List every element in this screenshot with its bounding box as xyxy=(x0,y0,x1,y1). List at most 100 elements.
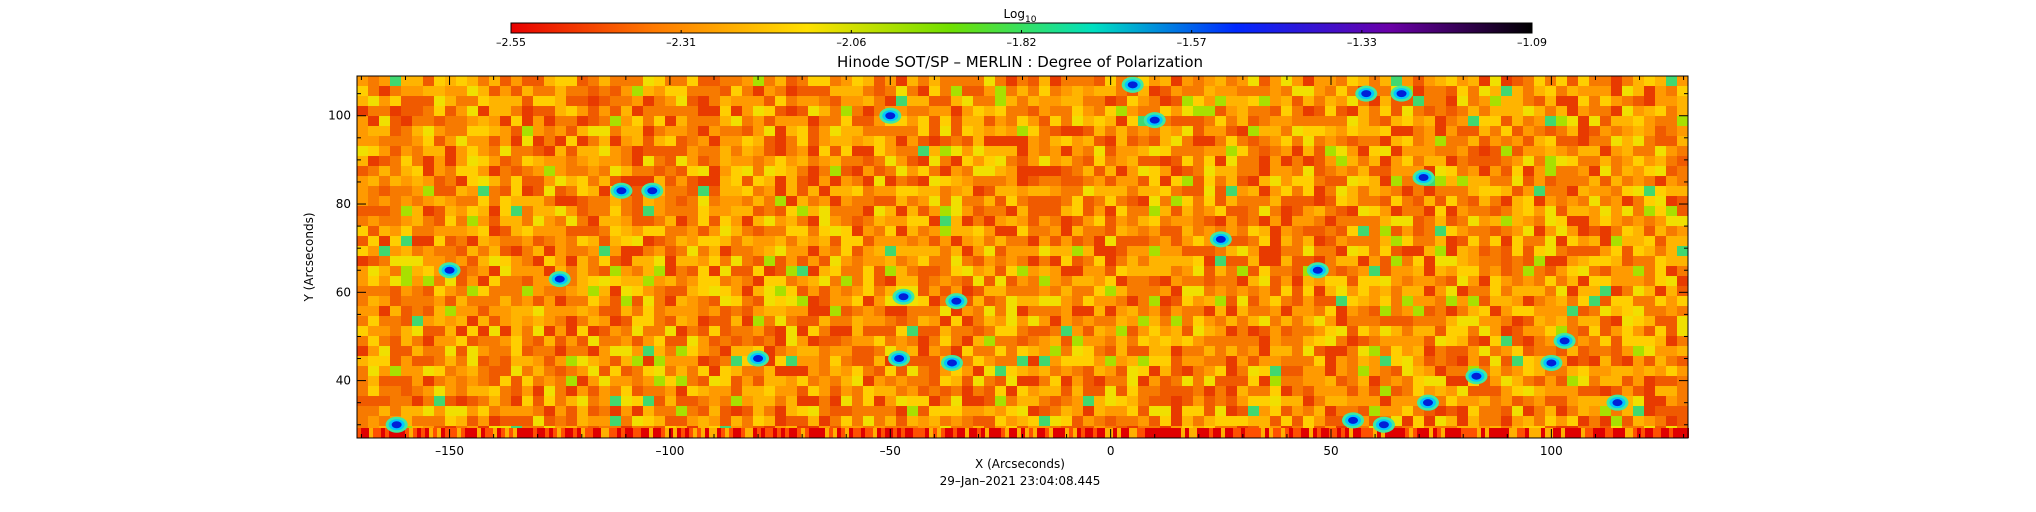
heatmap-cell xyxy=(1160,276,1171,286)
heatmap-cell xyxy=(1050,386,1061,396)
heatmap-cell xyxy=(467,406,478,416)
heatmap-cell xyxy=(1171,176,1182,186)
heatmap-cell xyxy=(1336,376,1347,386)
heatmap-cell xyxy=(786,376,797,386)
heatmap-cell xyxy=(1457,166,1468,176)
heatmap-cell xyxy=(1127,286,1138,296)
heatmap-cell xyxy=(852,376,863,386)
heatmap-cell xyxy=(907,176,918,186)
heatmap-cell xyxy=(1259,386,1270,396)
heatmap-cell xyxy=(621,326,632,336)
heatmap-cell xyxy=(819,366,830,376)
heatmap-cell xyxy=(852,156,863,166)
heatmap-cell xyxy=(665,136,676,146)
heatmap-cell xyxy=(676,386,687,396)
heatmap-cell xyxy=(896,146,907,156)
heatmap-cell xyxy=(610,126,621,136)
heatmap-cell xyxy=(1435,206,1446,216)
heatmap-cell xyxy=(1534,156,1545,166)
heatmap-cell xyxy=(1655,286,1666,296)
heatmap-cell xyxy=(1358,266,1369,276)
heatmap-cell xyxy=(1270,126,1281,136)
heatmap-cell xyxy=(1171,396,1182,406)
polarization-feature xyxy=(1355,85,1378,102)
heatmap-cell xyxy=(1501,346,1512,356)
heatmap-cell xyxy=(676,286,687,296)
heatmap-cell xyxy=(1182,276,1193,286)
heatmap-cell xyxy=(379,176,390,186)
heatmap-cell xyxy=(687,286,698,296)
heatmap-cell xyxy=(742,176,753,186)
heatmap-cell xyxy=(1028,96,1039,106)
heatmap-cell xyxy=(753,206,764,216)
heatmap-cell xyxy=(1005,428,1009,438)
heatmap-cell xyxy=(478,196,489,206)
heatmap-cell xyxy=(940,276,951,286)
heatmap-cell xyxy=(1633,406,1644,416)
heatmap-cell xyxy=(1292,116,1303,126)
heatmap-cell xyxy=(588,136,599,146)
heatmap-cell xyxy=(434,256,445,266)
heatmap-cell xyxy=(1138,226,1149,236)
heatmap-cell xyxy=(1204,86,1215,96)
heatmap-cell xyxy=(522,266,533,276)
heatmap-cell xyxy=(1072,316,1083,326)
heatmap-cell xyxy=(940,116,951,126)
heatmap-cell xyxy=(951,406,962,416)
heatmap-cell xyxy=(775,236,786,246)
heatmap-cell xyxy=(1017,96,1028,106)
heatmap-cell xyxy=(874,286,885,296)
heatmap-cell xyxy=(896,276,907,286)
heatmap-cell xyxy=(601,428,605,438)
heatmap-cell xyxy=(1655,276,1666,286)
heatmap-cell xyxy=(566,406,577,416)
heatmap-cell xyxy=(1534,196,1545,206)
heatmap-cell xyxy=(1248,306,1259,316)
heatmap-cell xyxy=(1490,246,1501,256)
heatmap-cell xyxy=(709,196,720,206)
heatmap-cell xyxy=(1215,76,1226,86)
heatmap-cell xyxy=(764,286,775,296)
heatmap-cell xyxy=(1501,356,1512,366)
heatmap-cell xyxy=(918,406,929,416)
heatmap-cell xyxy=(1149,206,1160,216)
heatmap-cell xyxy=(698,336,709,346)
heatmap-cell xyxy=(1226,356,1237,366)
heatmap-cell xyxy=(1226,216,1237,226)
heatmap-cell xyxy=(973,136,984,146)
heatmap-cell xyxy=(445,86,456,96)
heatmap-cell xyxy=(1314,226,1325,236)
heatmap-cell xyxy=(1402,96,1413,106)
heatmap-cell xyxy=(1347,396,1358,406)
heatmap-cell xyxy=(1677,96,1688,106)
heatmap-cell xyxy=(1644,246,1655,256)
heatmap-cell xyxy=(698,356,709,366)
heatmap-cell xyxy=(1589,336,1600,346)
heatmap-cell xyxy=(1512,396,1523,406)
heatmap-cell xyxy=(1161,428,1165,438)
heatmap-cell xyxy=(434,86,445,96)
heatmap-cell xyxy=(599,406,610,416)
heatmap-cell xyxy=(929,346,940,356)
heatmap-cell xyxy=(599,306,610,316)
heatmap-cell xyxy=(885,246,896,256)
heatmap-cell xyxy=(500,176,511,186)
heatmap-cell xyxy=(819,336,830,346)
heatmap-cell xyxy=(654,206,665,216)
heatmap-cell xyxy=(940,186,951,196)
heatmap-cell xyxy=(1270,296,1281,306)
heatmap-cell xyxy=(1171,266,1182,276)
heatmap-cell xyxy=(665,428,669,438)
heatmap-cell xyxy=(390,316,401,326)
heatmap-cell xyxy=(365,428,369,438)
heatmap-cell xyxy=(368,256,379,266)
heatmap-cell xyxy=(709,336,720,346)
heatmap-cell xyxy=(1369,206,1380,216)
heatmap-cell xyxy=(1523,336,1534,346)
heatmap-cell xyxy=(1391,326,1402,336)
heatmap-cell xyxy=(962,216,973,226)
heatmap-cell xyxy=(467,296,478,306)
heatmap-cell xyxy=(1373,428,1377,438)
heatmap-cell xyxy=(1325,146,1336,156)
heatmap-cell xyxy=(896,176,907,186)
